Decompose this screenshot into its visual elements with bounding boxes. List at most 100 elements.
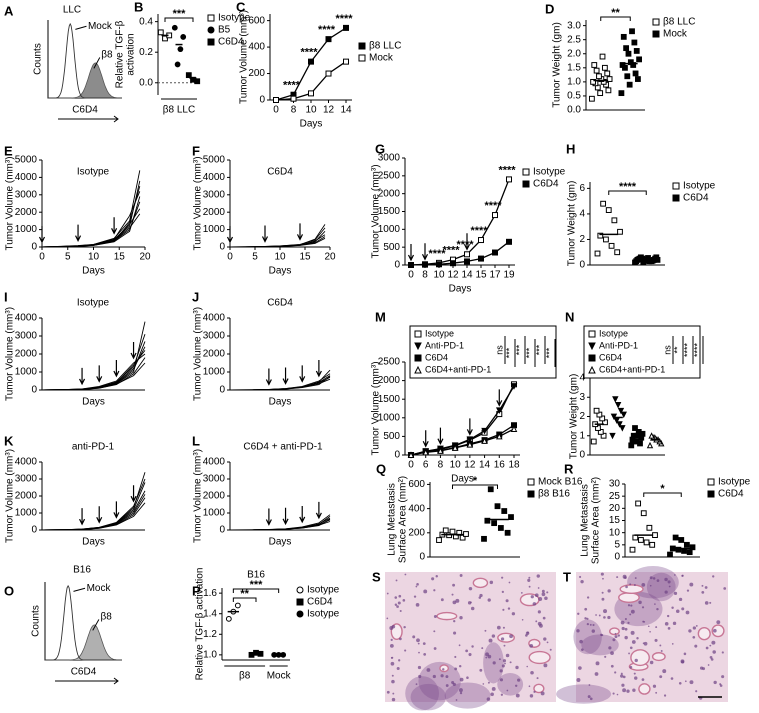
treatment-arrow (79, 367, 86, 386)
data-point (464, 251, 470, 258)
data-point (491, 520, 498, 527)
data-point (619, 425, 626, 432)
nucleus (499, 669, 503, 673)
data-point (672, 534, 679, 541)
nucleus (528, 685, 531, 688)
nucleus (490, 692, 494, 697)
nucleus (642, 620, 645, 623)
nucleus (632, 688, 636, 692)
y-axis-label: Surface Area (mm²) (591, 477, 602, 564)
y-tick-label: 1.0 (203, 649, 217, 660)
curve-label: Mock (88, 21, 113, 32)
nucleus (426, 668, 431, 672)
y-tick-label: 400 (408, 503, 425, 514)
panel-letter: G (375, 141, 385, 156)
nucleus (454, 655, 457, 659)
data-point (185, 72, 192, 79)
nucleus (458, 664, 462, 668)
data-point (605, 207, 612, 213)
data-point (612, 396, 619, 403)
data-point (487, 486, 494, 493)
panel-title: C6D4 + anti-PD-1 (243, 442, 323, 453)
nucleus (534, 593, 539, 598)
data-point (442, 527, 449, 534)
nucleus (664, 577, 668, 582)
nucleus (670, 677, 674, 680)
nucleus (684, 680, 687, 683)
nucleus (671, 643, 674, 645)
nucleus (422, 642, 426, 646)
legend-label: C6D4 (599, 352, 622, 362)
nucleus (629, 665, 633, 669)
data-point (686, 549, 693, 556)
data-point (667, 551, 673, 558)
vessel (630, 649, 650, 667)
nucleus (641, 678, 645, 681)
treatment-arrow (296, 223, 304, 241)
data-point (611, 217, 618, 224)
data-point (590, 78, 596, 85)
nucleus (689, 680, 694, 685)
nucleus (667, 580, 671, 584)
y-axis-label: Tumor Weight (gm) (567, 181, 578, 267)
vessel (697, 626, 711, 641)
y-tick-label: 4000 (15, 313, 38, 324)
leader-line (92, 619, 100, 631)
treatment-arrow (437, 427, 444, 446)
x-axis-label: β8 LLC (163, 105, 195, 116)
nucleus (630, 630, 635, 635)
panel-title: Isotype (77, 298, 110, 309)
nucleus (621, 626, 625, 631)
data-point (646, 524, 653, 531)
significance: **** (692, 343, 702, 358)
legend-label: C6D4 (218, 37, 244, 48)
nucleus (492, 661, 496, 665)
y-tick-label: 0 (259, 95, 265, 106)
data-point (589, 95, 595, 102)
nucleus (711, 640, 716, 645)
y-tick-label: 600 (248, 15, 265, 26)
data-point (466, 440, 474, 448)
significance: ns (662, 345, 672, 355)
nucleus (543, 637, 547, 641)
nucleus (642, 642, 645, 645)
nucleus (509, 661, 512, 664)
nucleus (603, 616, 606, 619)
series-line (41, 502, 146, 531)
data-point (605, 87, 612, 94)
nucleus (586, 622, 590, 626)
curve-label: β8 (100, 612, 112, 623)
nucleus (630, 604, 633, 607)
data-point (633, 48, 640, 54)
nucleus (398, 637, 402, 641)
nucleus (397, 601, 401, 605)
nucleus (404, 573, 407, 576)
data-point (648, 432, 655, 439)
nucleus (707, 664, 710, 666)
legend-label: β8 B16 (538, 489, 570, 500)
nucleus (604, 655, 607, 658)
significance: * (473, 475, 478, 487)
data-point (603, 236, 609, 243)
nucleus (589, 623, 592, 626)
y-tick-label: 0 (219, 242, 225, 253)
nucleus (699, 666, 704, 670)
nucleus (695, 625, 698, 627)
nucleus (394, 603, 398, 606)
significance: ns (494, 345, 504, 355)
vessel (528, 650, 551, 665)
nucleus (529, 644, 534, 648)
nucleus (468, 586, 473, 591)
y-axis-label: Tumor Volume (mm³) (5, 449, 16, 543)
data-point (436, 537, 442, 543)
nucleus (403, 625, 406, 629)
nucleus (607, 615, 611, 620)
nucleus (654, 603, 656, 605)
nucleus (459, 677, 464, 682)
nucleus (709, 644, 712, 647)
legend-marker (522, 180, 530, 188)
nucleus (710, 658, 714, 661)
data-point (478, 255, 484, 262)
nucleus (396, 666, 400, 671)
nucleus (491, 634, 496, 638)
